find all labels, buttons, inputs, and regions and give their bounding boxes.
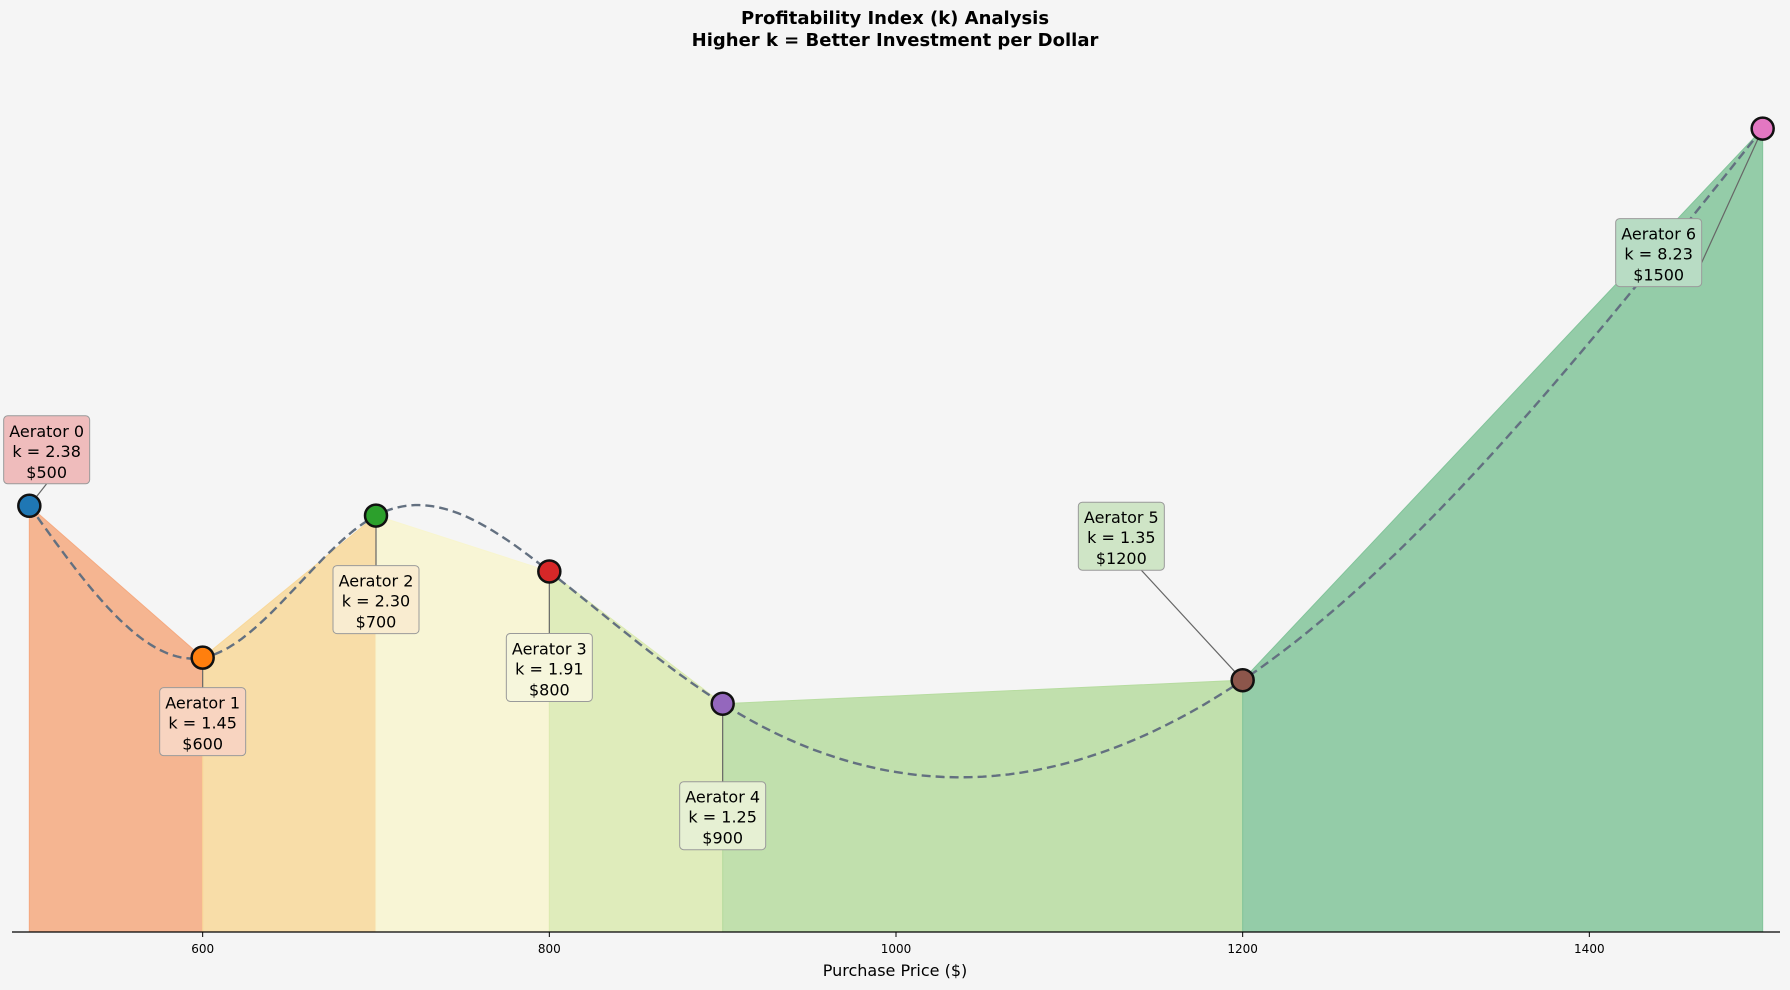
annotation-price: $500 <box>26 463 67 482</box>
annotation-box <box>505 632 593 702</box>
annotation: Aerator 2k = 2.30 $700 <box>332 515 420 635</box>
annotation-k: k = 1.45 <box>168 714 236 733</box>
annotation-k: k = 8.23 <box>1624 245 1692 264</box>
annotation: Aerator 0k = 2.38 $500 <box>3 415 91 507</box>
annotation-box <box>679 781 767 851</box>
annotation-price: $1200 <box>1096 549 1147 568</box>
data-point <box>537 559 562 584</box>
annotation-box <box>1077 501 1165 571</box>
annotation-price: $700 <box>356 613 397 632</box>
annotations: Aerator 0k = 2.38 $500 Aerator 1k = 1.45 $6… <box>3 128 1764 851</box>
annotation-name: Aerator 0 <box>9 422 84 441</box>
data-point <box>1230 667 1255 693</box>
chart-subtitle: Higher k = Better Investment per Dollar <box>692 30 1099 51</box>
x-tick-label: 600 <box>191 942 214 956</box>
annotation-k: k = 1.25 <box>688 808 756 827</box>
annotation: Aerator 4k = 1.25 $900 <box>679 703 767 851</box>
annotation-box <box>1615 218 1703 288</box>
annotation-connector <box>1140 569 1244 681</box>
x-tick-label: 1400 <box>1574 942 1605 956</box>
x-tick-label: 1200 <box>1227 942 1258 956</box>
annotation-k: k = 1.91 <box>515 659 583 678</box>
annotation-price: $800 <box>529 680 570 699</box>
annotation-name: Aerator 6 <box>1621 225 1696 244</box>
annotation-name: Aerator 5 <box>1084 508 1159 527</box>
annotation-name: Aerator 4 <box>685 788 760 807</box>
annotation-price: $900 <box>702 829 743 848</box>
area-fill-segment <box>548 570 724 933</box>
annotation-k: k = 2.38 <box>12 442 80 461</box>
annotation-box <box>332 565 420 635</box>
annotation: Aerator 6k = 8.23 $1500 <box>1615 128 1764 288</box>
x-tick-label: 800 <box>538 942 561 956</box>
data-point <box>710 691 735 716</box>
markers <box>17 116 1775 716</box>
area-fills <box>28 127 1764 933</box>
annotation-name: Aerator 1 <box>165 694 240 713</box>
annotation-name: Aerator 2 <box>339 572 414 591</box>
data-point <box>17 493 42 519</box>
data-point <box>363 503 389 528</box>
data-point <box>1750 116 1775 141</box>
annotation-name: Aerator 3 <box>512 639 587 658</box>
annotation-k: k = 2.30 <box>342 592 410 611</box>
annotation: Aerator 5k = 1.35 $1200 <box>1077 501 1244 681</box>
annotation-connector <box>1701 128 1764 263</box>
annotation-box <box>159 687 247 757</box>
data-point <box>190 645 215 670</box>
annotation-box <box>3 415 91 485</box>
annotation-price: $1500 <box>1633 266 1684 285</box>
chart-title: Profitability Index (k) Analysis <box>741 8 1049 29</box>
x-axis-label: Purchase Price ($) <box>823 961 968 980</box>
x-tick-label: 1000 <box>881 942 912 956</box>
x-axis: 600 800 1000 1200 1400 <box>12 931 1780 956</box>
annotation-price: $600 <box>182 735 223 754</box>
annotation: Aerator 1k = 1.45 $600 <box>159 657 247 757</box>
area-fill-segment <box>722 679 1244 933</box>
annotation-k: k = 1.35 <box>1087 528 1155 547</box>
